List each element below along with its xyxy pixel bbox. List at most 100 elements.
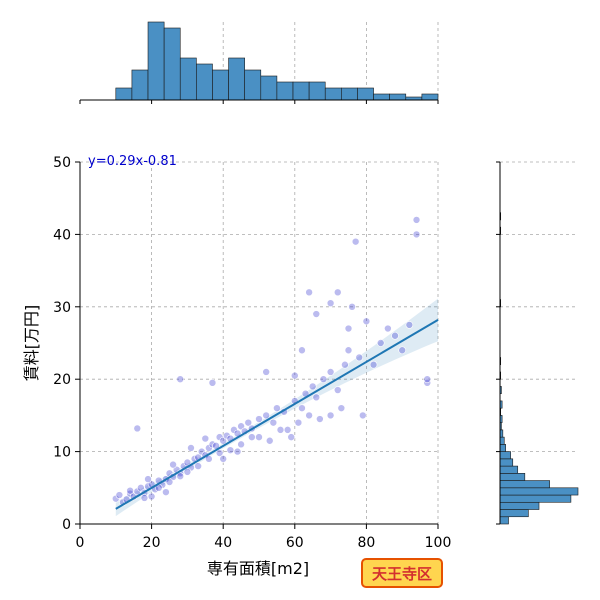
- scatter-point: [265, 436, 274, 445]
- right-hist-bar: [499, 494, 572, 503]
- scatter-point: [140, 494, 149, 502]
- regression-line-group: [115, 319, 439, 510]
- top-hist-bar: [131, 69, 149, 101]
- scatter-point: [412, 230, 421, 239]
- right-histogram: [496, 161, 579, 525]
- y-tick-label: 10: [53, 445, 71, 461]
- scatter-point: [169, 460, 177, 469]
- x-tick-label: 80: [357, 535, 375, 551]
- right-hist-bar: [499, 473, 526, 481]
- scatter-point: [344, 324, 353, 333]
- scatter-point: [162, 488, 170, 496]
- top-hist-bar: [324, 87, 342, 101]
- scatter-point: [351, 237, 360, 246]
- top-hist-bar: [244, 69, 262, 101]
- top-hist-bar: [389, 93, 407, 101]
- scatter-points: [112, 216, 432, 507]
- top-hist-bar: [196, 63, 213, 101]
- top-hist-bar: [115, 87, 133, 101]
- top-hist-bar: [212, 69, 229, 101]
- right-hist-bar: [499, 480, 550, 489]
- scatter-point: [115, 491, 124, 499]
- scatter-point: [144, 475, 152, 483]
- x-tick-label: 0: [76, 535, 85, 551]
- scatter-point: [255, 433, 263, 441]
- scatter-point: [133, 424, 142, 433]
- right-hist-bar: [499, 487, 579, 496]
- scatter-point: [412, 216, 421, 224]
- scatter-point: [262, 368, 270, 376]
- scatter-point: [287, 433, 296, 441]
- right-hist-bar: [499, 516, 509, 525]
- scatter-point: [319, 375, 328, 384]
- x-tick-label: 60: [286, 535, 304, 551]
- scatter-point: [273, 404, 281, 412]
- scatter-point: [244, 418, 253, 427]
- scatter-point: [176, 472, 185, 481]
- scatter-point: [248, 433, 256, 441]
- top-histogram: [79, 21, 439, 104]
- scatter-point: [362, 317, 371, 326]
- y-axis-label: 賃料[万円]: [22, 305, 41, 382]
- right-hist-bar: [499, 451, 511, 460]
- scatter-point: [176, 375, 185, 384]
- y-tick-label: 40: [53, 227, 71, 243]
- top-hist-bar: [292, 81, 310, 101]
- scatter-point: [290, 371, 299, 380]
- scatter-point: [423, 375, 432, 384]
- scatter-point: [348, 302, 356, 311]
- scatter-point: [305, 411, 313, 420]
- right-hist-bar: [499, 458, 514, 467]
- badge-box: [361, 558, 443, 588]
- scatter-point: [201, 434, 210, 443]
- x-tick-label: 40: [214, 535, 232, 551]
- scatter-point: [333, 288, 342, 297]
- regression-equation: y=0.29x-0.81: [88, 154, 177, 169]
- scatter-point: [316, 415, 324, 423]
- scatter-point: [294, 418, 303, 427]
- scatter-point: [298, 346, 306, 355]
- regression-line: [115, 319, 439, 510]
- scatter-point: [269, 418, 278, 427]
- scatter-point: [369, 360, 378, 369]
- top-hist-bar: [308, 81, 326, 101]
- scatter-point: [326, 299, 335, 307]
- scatter-point: [226, 446, 235, 454]
- top-hist-bar: [163, 27, 181, 101]
- top-hist-bar: [421, 93, 439, 101]
- y-tick-label: 20: [53, 372, 71, 388]
- scatter-point: [183, 468, 192, 476]
- scatter-point: [126, 486, 134, 495]
- top-hist-bar: [357, 87, 374, 101]
- scatter-point: [326, 368, 335, 376]
- y-tick-label: 0: [62, 517, 71, 533]
- right-hist-bar: [499, 436, 505, 445]
- x-tick-label: 20: [143, 535, 161, 551]
- scatter-point: [359, 411, 367, 420]
- scatter-point: [262, 411, 270, 420]
- scatter-point: [341, 360, 349, 369]
- top-hist-bar: [373, 93, 390, 101]
- scatter-point: [398, 346, 407, 355]
- right-hist-bar: [499, 509, 529, 518]
- scatter-point: [147, 492, 156, 501]
- scatter-point: [405, 321, 414, 329]
- scatter-point: [312, 310, 321, 318]
- scatter-point: [344, 346, 353, 355]
- scatter-point: [298, 404, 306, 412]
- scatter-point: [187, 444, 195, 452]
- top-hist-bar: [276, 81, 294, 101]
- scatter-point: [233, 447, 242, 456]
- scatter-point: [276, 426, 285, 434]
- scatter-point: [355, 353, 364, 362]
- main-grid: [80, 161, 439, 524]
- scatter-point: [333, 386, 342, 394]
- scatter-point: [376, 339, 385, 347]
- top-hist-bar: [228, 57, 245, 101]
- top-hist-bar: [147, 21, 165, 101]
- main-axes: 0 20 40 60 80 100 0 10 20 30 40 50: [53, 155, 451, 551]
- right-hist-bar: [499, 501, 540, 510]
- top-hist-bar: [260, 75, 278, 101]
